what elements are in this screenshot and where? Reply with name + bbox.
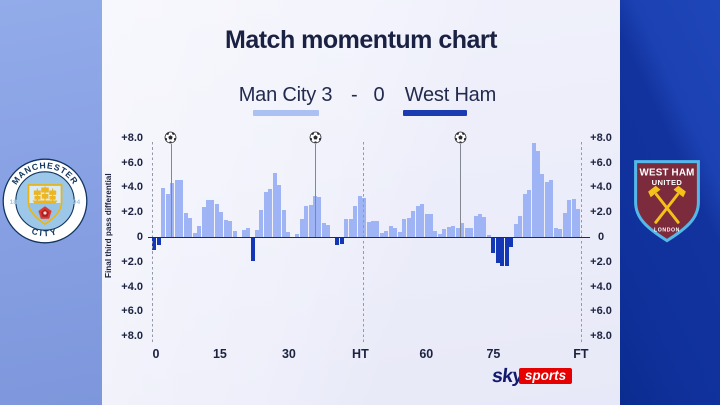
- svg-text:18: 18: [10, 199, 18, 206]
- svg-text:UNITED: UNITED: [652, 178, 683, 187]
- svg-text:94: 94: [73, 199, 81, 206]
- svg-text:CITY: CITY: [31, 226, 60, 238]
- svg-text:WEST HAM: WEST HAM: [640, 167, 695, 178]
- svg-text:LONDON: LONDON: [654, 227, 680, 233]
